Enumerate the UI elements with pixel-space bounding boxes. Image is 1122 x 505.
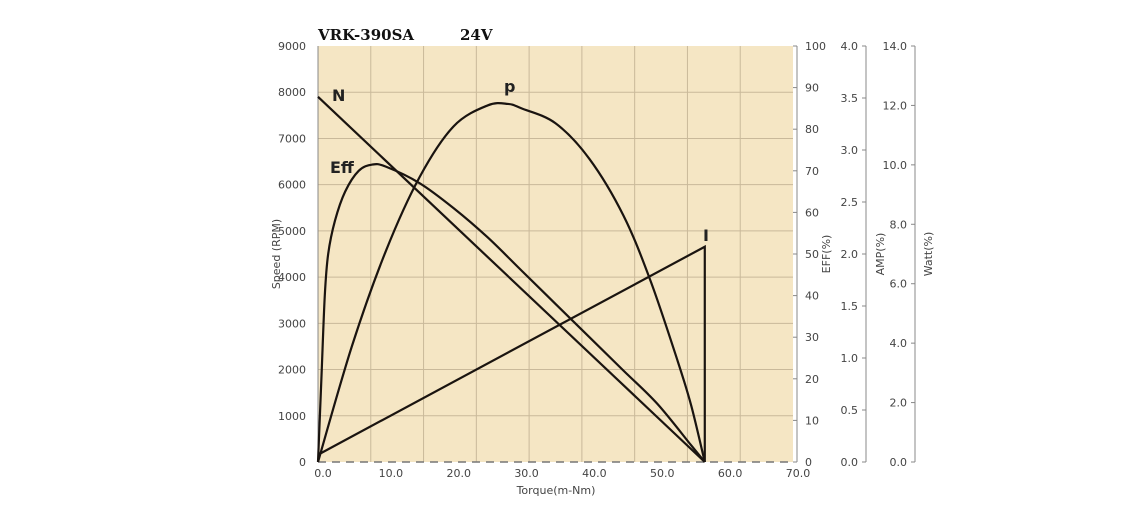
amp-tick-label: 2.5: [841, 196, 859, 209]
watt-tick-label: 4.0: [890, 337, 908, 350]
x-tick-label: 20.0: [446, 467, 471, 480]
watt-tick-label: 10.0: [883, 159, 908, 172]
watt-tick-label: 8.0: [890, 218, 908, 231]
x-tick-label: 60.0: [718, 467, 743, 480]
amp-axis-label: AMP(%): [874, 233, 887, 276]
speed-tick-label: 8000: [278, 86, 306, 99]
x-tick-label: 30.0: [514, 467, 539, 480]
grid: [318, 46, 793, 462]
amp-tick-label: 3.0: [841, 144, 859, 157]
series-label-p: p: [504, 77, 515, 96]
axes: 0.0 10.0 20.0 30.0 40.0 50.0 60.0 70.0010002000…: [270, 40, 935, 480]
eff-tick-label: 10: [805, 414, 819, 427]
eff-tick-label: 30: [805, 331, 819, 344]
chart-subtitle: 24V: [460, 26, 493, 44]
speed-tick-label: 9000: [278, 40, 306, 53]
x-axis-label: Torque(m-Nm): [516, 484, 596, 497]
amp-tick-label: 0.5: [841, 404, 859, 417]
eff-tick-label: 90: [805, 82, 819, 95]
series: N Eff p I: [316, 77, 709, 463]
amp-tick-label: 4.0: [841, 40, 859, 53]
speed-tick-label: 4000: [278, 271, 306, 284]
series-line-p: [316, 102, 706, 463]
speed-tick-label: 5000: [278, 225, 306, 238]
series-label-eff: Eff: [330, 158, 355, 177]
watt-tick-label: 0.0: [890, 456, 908, 469]
amp-tick-label: 0.0: [841, 456, 859, 469]
speed-tick-label: 7000: [278, 132, 306, 145]
eff-tick-label: 0: [805, 456, 812, 469]
x-tick-label: 40.0: [582, 467, 607, 480]
plot-area: [318, 46, 793, 462]
amp-tick-label: 1.5: [841, 300, 859, 313]
x-tick-label: 10.0: [379, 467, 404, 480]
eff-tick-label: 100: [805, 40, 826, 53]
speed-tick-label: 3000: [278, 317, 306, 330]
eff-tick-label: 20: [805, 373, 819, 386]
series-line-eff: [316, 162, 706, 463]
eff-tick-label: 80: [805, 123, 819, 136]
speed-tick-label: 1000: [278, 410, 306, 423]
watt-tick-label: 6.0: [890, 278, 908, 291]
series-label-i: I: [703, 226, 709, 245]
watt-axis-label: Watt(%): [922, 232, 935, 277]
eff-tick-label: 60: [805, 206, 819, 219]
amp-tick-label: 2.0: [841, 248, 859, 261]
eff-tick-label: 40: [805, 290, 819, 303]
eff-axis-label: EFF(%): [820, 235, 833, 274]
amp-tick-label: 3.5: [841, 92, 859, 105]
eff-tick-label: 70: [805, 165, 819, 178]
speed-tick-label: 0: [299, 456, 306, 469]
chart-title: VRK-390SA: [317, 26, 414, 44]
watt-tick-label: 2.0: [890, 397, 908, 410]
watt-tick-label: 14.0: [883, 40, 908, 53]
series-line-i: [317, 244, 706, 462]
x-tick-label: 70.0: [786, 467, 811, 480]
x-tick-label: 50.0: [650, 467, 675, 480]
series-line-n: [317, 96, 706, 463]
speed-tick-label: 2000: [278, 364, 306, 377]
series-label-n: N: [332, 86, 345, 105]
watt-tick-label: 12.0: [883, 99, 908, 112]
amp-tick-label: 1.0: [841, 352, 859, 365]
speed-axis-label: Speed (RPM): [270, 219, 283, 289]
speed-tick-label: 6000: [278, 179, 306, 192]
eff-tick-label: 50: [805, 248, 819, 261]
x-tick-label: 0.0: [314, 467, 332, 480]
